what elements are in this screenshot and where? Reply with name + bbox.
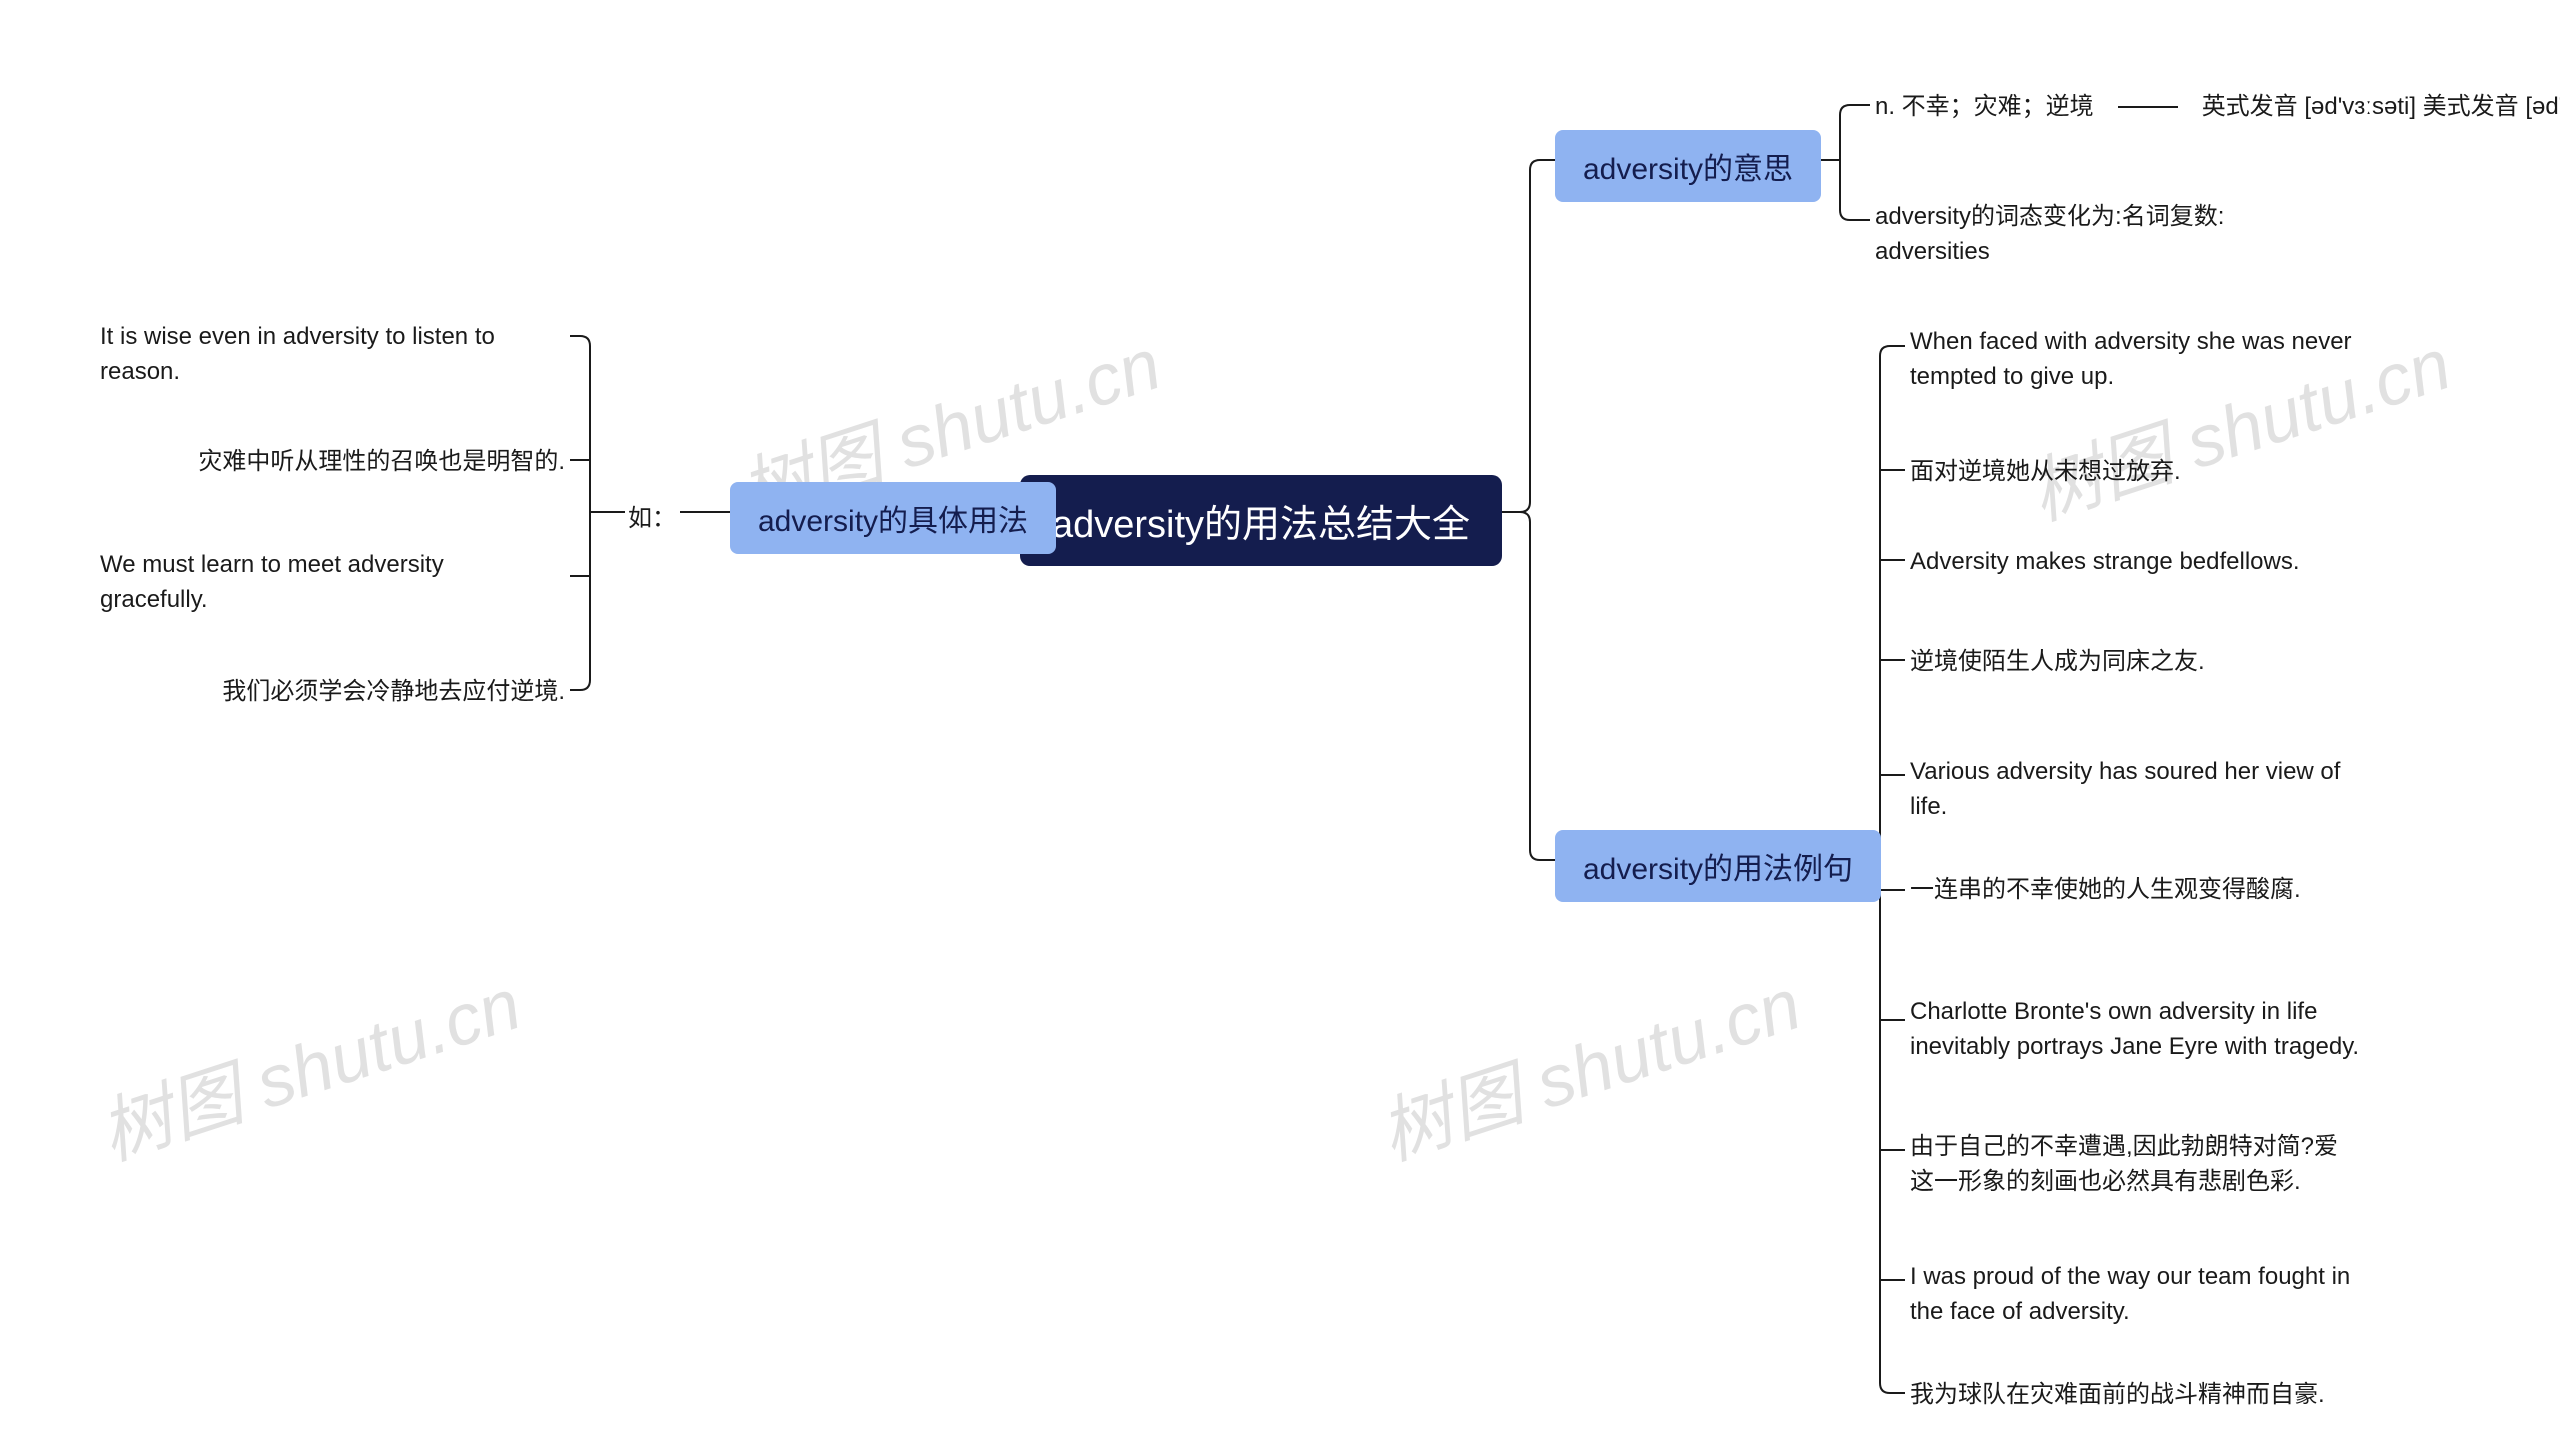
- left-leaf-2: 灾难中听从理性的召唤也是明智的.: [195, 445, 565, 480]
- ex-leaf-6: 一连串的不幸使她的人生观变得酸腐.: [1910, 873, 2360, 908]
- branch-meaning[interactable]: adversity的意思: [1555, 130, 1821, 202]
- branch-usage[interactable]: adversity的具体用法: [730, 482, 1056, 554]
- watermark: 树图 shutu.cn: [1364, 945, 1811, 1180]
- left-leaf-3: We must learn to meet adversity graceful…: [100, 548, 550, 618]
- ex-leaf-4: 逆境使陌生人成为同床之友.: [1910, 645, 2360, 680]
- left-leaf-1: It is wise even in adversity to listen t…: [100, 320, 550, 390]
- left-leaf-4: 我们必须学会冷静地去应付逆境.: [195, 675, 565, 710]
- ex-leaf-5: Various adversity has soured her view of…: [1910, 755, 2360, 825]
- meaning-leaf-2: adversity的词态变化为:名词复数: adversities: [1875, 200, 2325, 270]
- branch-examples[interactable]: adversity的用法例句: [1555, 830, 1881, 902]
- ex-leaf-3: Adversity makes strange bedfellows.: [1910, 545, 2360, 580]
- ex-leaf-7: Charlotte Bronte's own adversity in life…: [1910, 995, 2360, 1065]
- ex-leaf-1: When faced with adversity she was never …: [1910, 325, 2360, 395]
- root-node[interactable]: adversity的用法总结大全: [1020, 475, 1502, 566]
- ex-leaf-8: 由于自己的不幸遭遇,因此勃朗特对简?爱这一形象的刻画也必然具有悲剧色彩.: [1910, 1130, 2360, 1200]
- ex-leaf-10: 我为球队在灾难面前的战斗精神而自豪.: [1910, 1378, 2360, 1413]
- meaning-main: n. 不幸；灾难；逆境: [1875, 90, 2094, 125]
- intermediate-example-label: 如：: [628, 498, 676, 533]
- pron-separator: [2118, 106, 2178, 108]
- ex-leaf-9: I was proud of the way our team fought i…: [1910, 1260, 2360, 1330]
- mindmap-canvas: 树图 shutu.cn 树图 shutu.cn 树图 shutu.cn 树图 s…: [0, 0, 2560, 1451]
- meaning-pron: 英式发音 [əd'vɜːsəti] 美式发音 [əd'vɜːrsəti]: [2202, 90, 2560, 125]
- meaning-leaf-1: n. 不幸；灾难；逆境 英式发音 [əd'vɜːsəti] 美式发音 [əd'v…: [1875, 90, 2560, 125]
- watermark: 树图 shutu.cn: [84, 945, 531, 1180]
- ex-leaf-2: 面对逆境她从未想过放弃.: [1910, 455, 2360, 490]
